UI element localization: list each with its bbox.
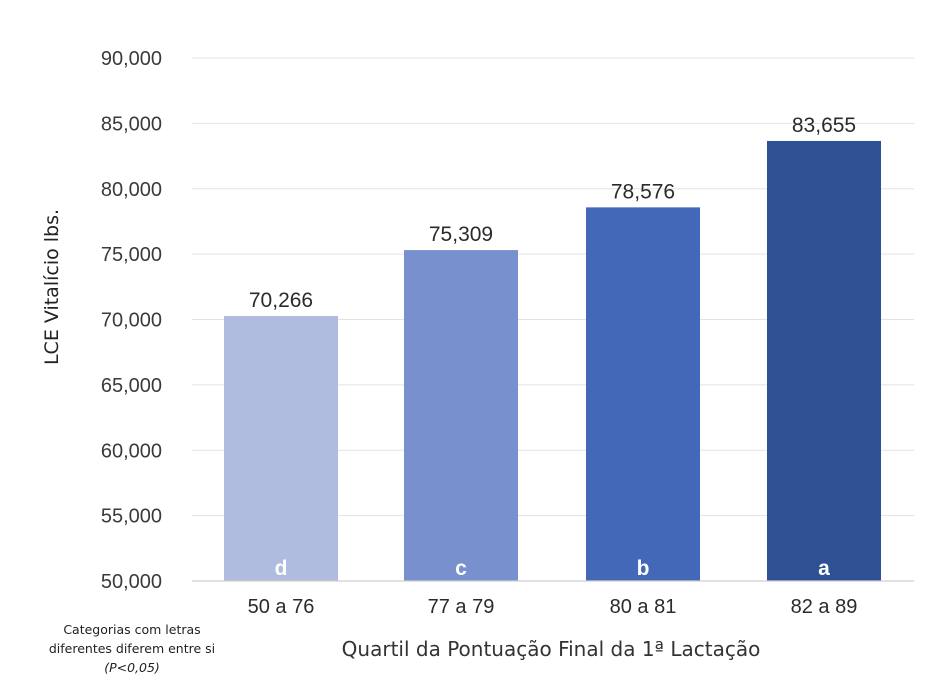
- note-line-3: (P<0,05): [104, 660, 160, 675]
- x-tick-label: 77 a 79: [428, 596, 495, 618]
- significance-letter: a: [818, 557, 830, 580]
- y-tick-label: 50,000: [101, 571, 162, 593]
- y-tick-label: 60,000: [101, 440, 162, 462]
- data-labels: 70,266 d 75,309 c 78,576 b 83,655 a: [249, 114, 856, 580]
- y-tick-label: 55,000: [101, 506, 162, 528]
- significance-note: Categorias com letras diferentes diferem…: [22, 620, 242, 677]
- note-line-2: diferentes diferem entre si: [48, 641, 216, 656]
- x-axis-ticks: 50 a 76 77 a 79 80 a 81 82 a 89: [248, 596, 858, 618]
- bar: [224, 316, 338, 581]
- y-tick-label: 80,000: [101, 179, 162, 201]
- bar: [767, 140, 881, 581]
- significance-letter: b: [637, 557, 650, 580]
- x-tick-label: 82 a 89: [791, 596, 858, 618]
- y-tick-label: 90,000: [101, 48, 162, 70]
- data-label: 83,655: [792, 114, 856, 137]
- y-tick-label: 85,000: [101, 113, 162, 135]
- significance-letter: c: [455, 557, 467, 580]
- bar: [404, 250, 518, 581]
- x-tick-label: 80 a 81: [610, 596, 677, 618]
- data-label: 78,576: [611, 180, 675, 203]
- bar: [586, 207, 700, 581]
- y-axis-ticks: 50,000 55,000 60,000 65,000 70,000 75,000 80,0…: [101, 48, 162, 593]
- data-label: 75,309: [429, 223, 493, 246]
- bars: [224, 140, 881, 581]
- data-label: 70,266: [249, 289, 313, 312]
- x-tick-label: 50 a 76: [248, 596, 315, 618]
- y-tick-label: 75,000: [101, 244, 162, 266]
- y-axis-title: LCE Vitalício lbs.: [41, 209, 63, 365]
- significance-letter: d: [275, 557, 288, 580]
- y-tick-label: 70,000: [101, 310, 162, 332]
- y-tick-label: 65,000: [101, 375, 162, 397]
- x-axis-title: Quartil da Pontuação Final da 1ª Lactaçã…: [342, 637, 761, 661]
- note-line-1: Categorias com letras: [63, 622, 201, 637]
